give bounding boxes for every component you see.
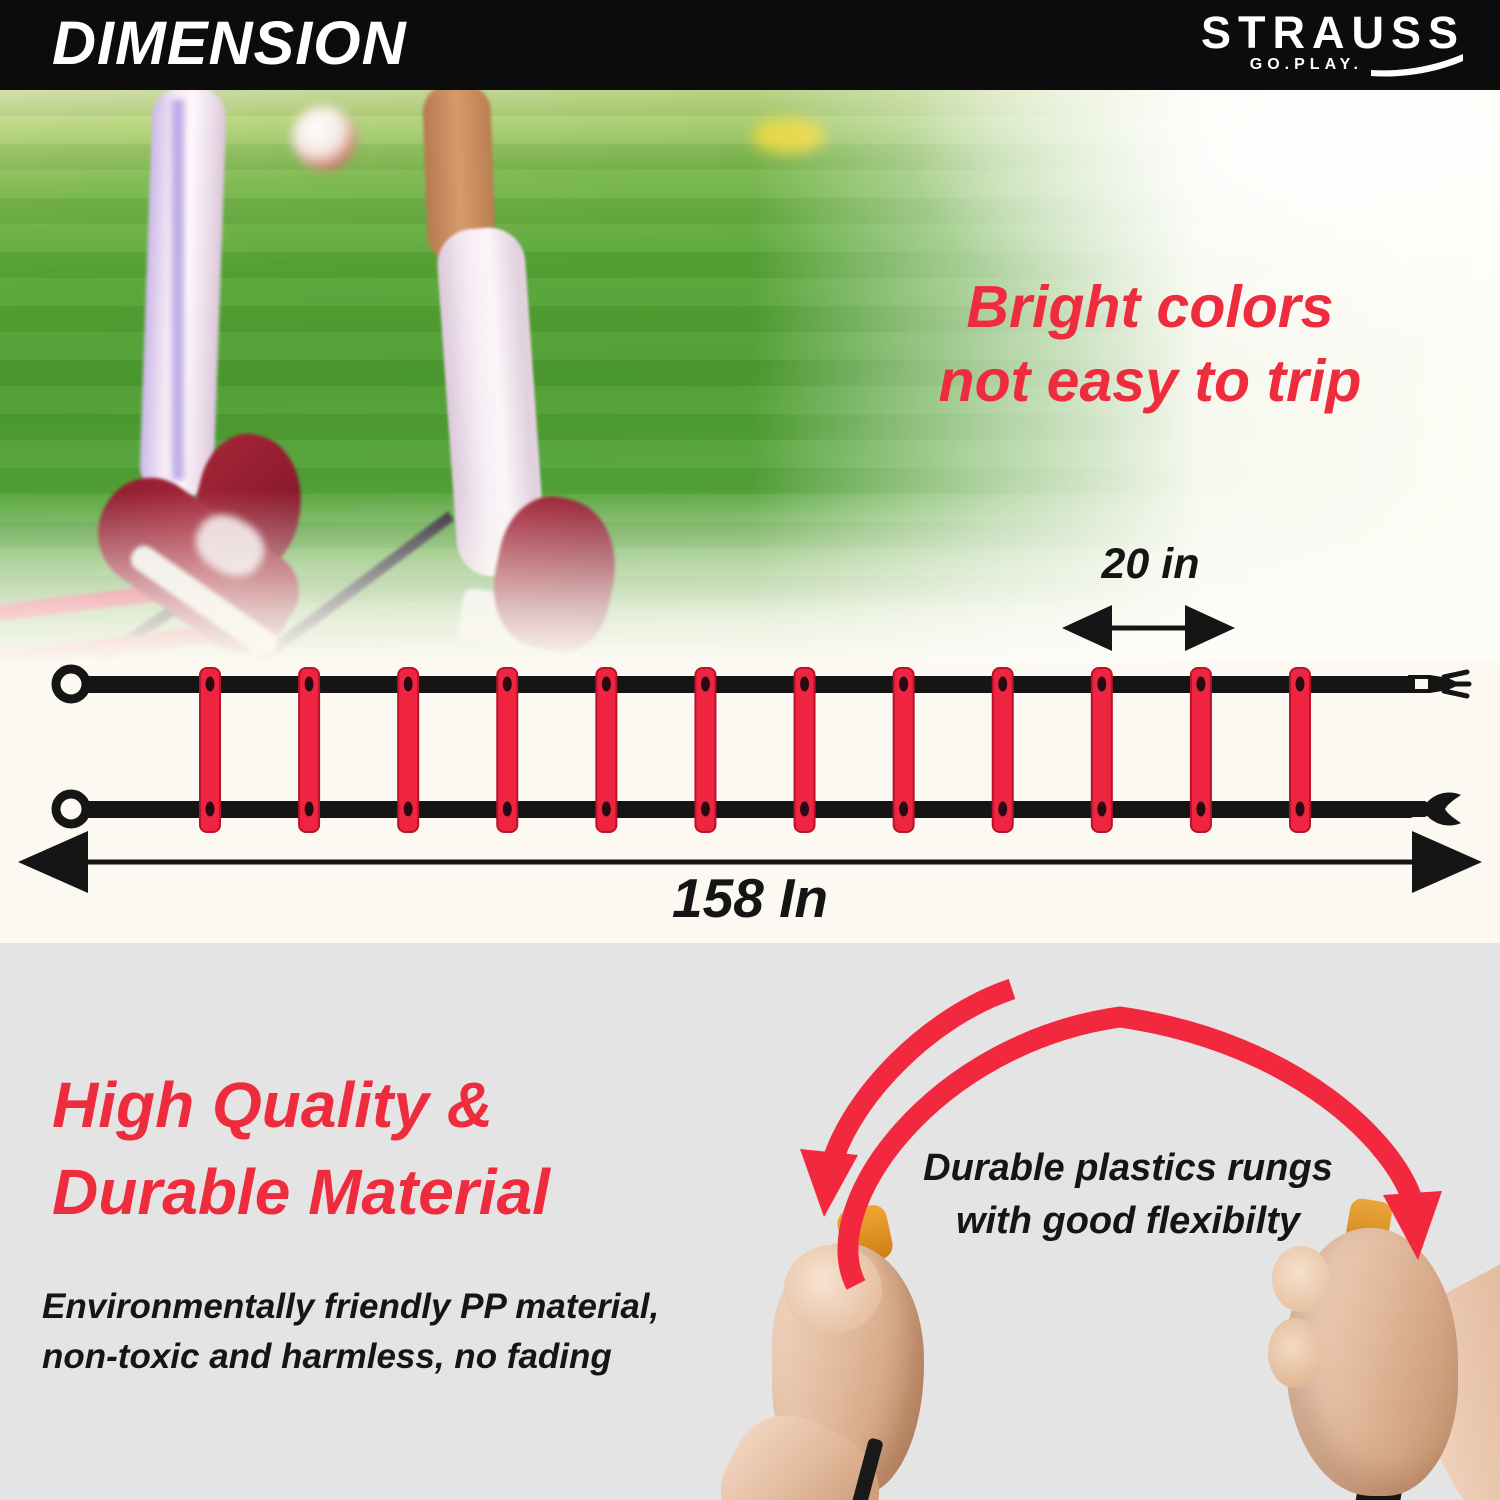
brand-tagline-row: GO.PLAY. [1201,52,1465,78]
ladder-rung [694,667,717,833]
ladder-rungs [199,667,1311,833]
rung-rivet [205,676,215,692]
buckle-bottom-icon [1408,792,1461,826]
rung-rivet [700,801,710,817]
ladder-rung [892,667,915,833]
features-heading-line1: High Quality & [52,1069,493,1141]
rung-rivet [403,676,413,692]
arrow-head-left-icon [1062,605,1112,651]
total-length-arrow [18,831,1482,893]
right-knuckle [1272,1246,1330,1312]
flex-arrow-left-icon [800,1149,858,1217]
rung-rivet [1295,801,1305,817]
hero-photo [0,90,1500,662]
ladder-strap-bottom [84,801,1414,818]
top-banner: DIMENSION STRAUSS GO.PLAY. [0,0,1500,90]
rung-rivet [502,801,512,817]
ladder-rung [793,667,816,833]
features-panel [0,943,1500,1500]
flex-arrows [800,979,1442,1290]
hero-tagline-line1: Bright colors [966,274,1334,340]
rung-rivet [998,801,1008,817]
rung-rivet [1097,676,1107,692]
rung-rivet [1196,676,1206,692]
ladder-rung [595,667,618,833]
rung-rivet [899,676,909,692]
ladder-rung [199,667,221,833]
features-body-line1: Environmentally friendly PP material, [42,1287,660,1326]
left-dring-top-icon [51,664,91,704]
features-body: Environmentally friendly PP material, no… [42,1282,659,1382]
rung-rivet [502,676,512,692]
ladder-rung [298,667,321,833]
features-heading-line2: Durable Material [52,1156,550,1228]
ladder-strap-top [84,676,1414,693]
features-heading: High Quality & Durable Material [52,1062,550,1236]
rung-spacing-label: 20 in [1101,540,1200,588]
flex-note: Durable plastics rungs with good flexibi… [878,1142,1378,1248]
rung-rivet [800,801,810,817]
rung-rivet [205,801,215,817]
page-title: DIMENSION [52,9,407,77]
rung-rivet [601,801,611,817]
brand-swoosh-icon [1371,54,1463,77]
rung-rivet [304,676,314,692]
hero-tagline: Bright colors not easy to trip [820,270,1480,418]
rung-rivet [899,801,909,817]
ladder-rung [1289,667,1311,833]
brand-tagline: GO.PLAY. [1249,56,1363,73]
ladder-rung [496,667,519,833]
flex-note-line2: with good flexibilty [955,1200,1301,1242]
ladder-rung [1090,667,1113,833]
flex-arc-main [837,1006,1424,1290]
arrow-head-right-icon [1185,605,1235,651]
hero-tagline-line2: not easy to trip [938,348,1362,414]
brand-name: STRAUSS [1200,7,1465,58]
rung-rivet [304,801,314,817]
flex-arrow-right-icon [1383,1191,1442,1260]
ladder-rung [1189,667,1212,833]
features-body-line2: non-toxic and harmless, no fading [42,1337,612,1376]
arrow-head-right-icon [1412,831,1482,893]
rung-rivet [700,676,710,692]
brand-logo: STRAUSS GO.PLAY. [1201,10,1465,78]
rung-rivet [1097,801,1107,817]
rung-spacing-arrow [1062,605,1235,651]
rung-rivet [800,676,810,692]
total-length-label: 158 In [672,867,828,929]
rung-rivet [998,676,1008,692]
ladder-rung [397,667,420,833]
rung-rivet [403,801,413,817]
rung-rivet [1295,676,1305,692]
flex-note-line1: Durable plastics rungs [923,1147,1333,1189]
left-dring-bottom-icon [51,789,91,829]
rung-rivet [1196,801,1206,817]
buckle-top-icon [1408,669,1472,699]
photo-fade-overlay [0,90,1500,662]
rung-rivet [601,676,611,692]
flex-arc-left [821,979,1016,1167]
left-thumb [784,1245,882,1333]
ladder-diagram [18,605,1482,893]
right-knuckle [1268,1318,1322,1388]
arrow-head-left-icon [18,831,88,893]
right-hand-photo [1262,1196,1500,1500]
ladder-rung [991,667,1014,833]
